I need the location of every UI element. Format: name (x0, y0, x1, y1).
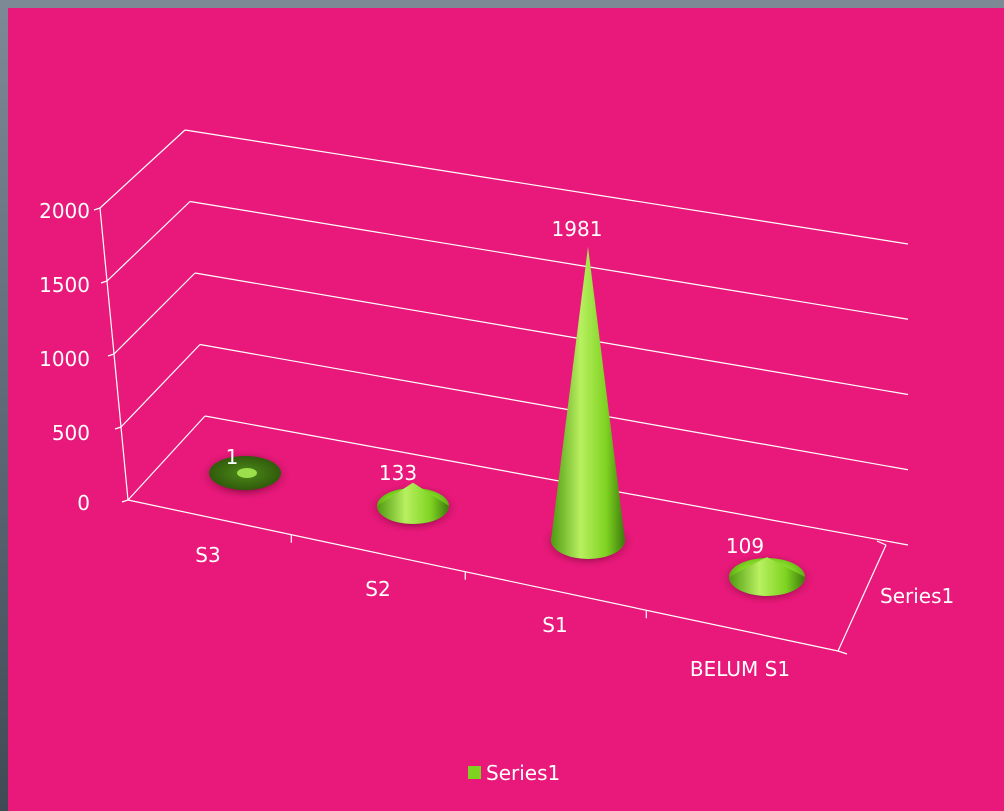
chart-area (8, 8, 1004, 811)
cone-marks (197, 246, 817, 606)
grid-line-back (184, 129, 909, 245)
category-label: S3 (195, 543, 220, 567)
y-tick-label: 2000 (39, 199, 90, 223)
cone-bar (717, 552, 817, 606)
cone-body (729, 557, 805, 596)
data-label: 109 (726, 534, 764, 558)
grid-line-left (106, 201, 191, 282)
grid-line-left (99, 129, 186, 209)
grid-line-back (199, 343, 909, 471)
depth-axis-label: Series1 (880, 584, 954, 608)
legend: Series1 (468, 761, 560, 785)
y-tick-label: 1000 (39, 347, 90, 371)
y-tick (93, 207, 101, 211)
cone-body (377, 482, 449, 524)
grid-line-back (194, 272, 909, 396)
grid-lines (99, 129, 909, 546)
grid-line-back (189, 200, 909, 320)
legend-label: Series1 (486, 761, 560, 785)
grid-line-left (120, 344, 201, 428)
grid-line-left (127, 415, 206, 501)
category-label: S2 (365, 577, 390, 601)
category-label: S1 (542, 613, 567, 637)
depth-axis-line (837, 544, 887, 652)
y-axis-line (99, 207, 129, 501)
category-label: BELUM S1 (690, 657, 790, 681)
cone-tip (237, 468, 257, 478)
axes (93, 207, 887, 655)
cone-bar (197, 449, 293, 501)
y-tick (107, 353, 115, 357)
x-axis-line (127, 499, 839, 652)
y-tick (100, 280, 108, 284)
y-tick-label: 1500 (39, 273, 90, 297)
legend-swatch (468, 766, 481, 779)
y-tick-label: 0 (77, 491, 90, 515)
data-label: 1 (226, 445, 239, 469)
grid-line-left (113, 272, 196, 355)
cone-bar (539, 246, 637, 569)
depth-tick (837, 650, 848, 655)
cone-bar (365, 482, 461, 534)
grid-line-back (204, 415, 909, 546)
y-tick-label: 500 (52, 421, 90, 445)
depth-tick (876, 540, 887, 546)
y-tick (114, 426, 122, 430)
cone-body (551, 246, 625, 559)
y-tick (121, 499, 129, 503)
data-label: 1981 (552, 217, 603, 241)
data-label: 133 (379, 461, 417, 485)
